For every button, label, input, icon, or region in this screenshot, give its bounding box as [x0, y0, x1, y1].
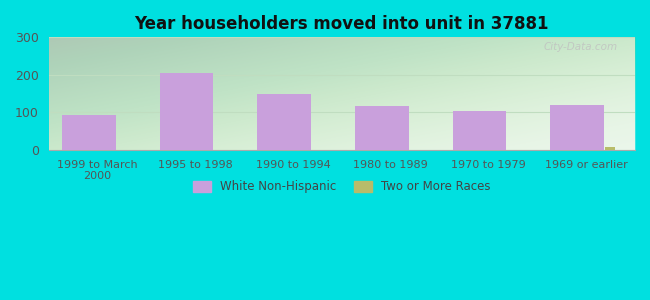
Bar	[62, 115, 116, 150]
Text: City-Data.com: City-Data.com	[543, 42, 618, 52]
Bar	[257, 94, 311, 150]
Title: Year householders moved into unit in 37881: Year householders moved into unit in 378…	[135, 15, 549, 33]
Bar	[355, 106, 409, 150]
Bar	[551, 105, 604, 150]
Bar	[453, 111, 506, 150]
Legend: White Non-Hispanic, Two or More Races: White Non-Hispanic, Two or More Races	[188, 176, 495, 198]
Bar	[159, 73, 213, 150]
Bar	[605, 147, 615, 150]
